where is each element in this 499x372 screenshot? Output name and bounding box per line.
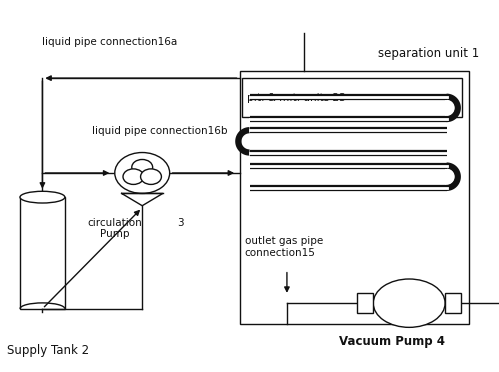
Bar (240, 71, 469, 324)
Bar (20, 197, 65, 309)
Circle shape (123, 169, 144, 185)
Bar (445, 293, 461, 313)
Bar (357, 293, 373, 313)
Text: Vacuum Pump 4: Vacuum Pump 4 (339, 335, 445, 348)
Text: outlet gas pipe
connection15: outlet gas pipe connection15 (245, 236, 323, 258)
Ellipse shape (20, 191, 65, 203)
Circle shape (141, 169, 161, 185)
Text: 3: 3 (177, 218, 184, 228)
Ellipse shape (373, 279, 445, 327)
Circle shape (132, 160, 153, 175)
Circle shape (115, 153, 170, 193)
Text: liquid pipe connection16b: liquid pipe connection16b (92, 126, 228, 136)
Bar (242, 78, 462, 117)
Text: circulation
Pump: circulation Pump (87, 218, 142, 239)
Text: liquid pipe connection16a: liquid pipe connection16a (42, 36, 178, 46)
Text: Supply Tank 2: Supply Tank 2 (7, 344, 90, 357)
Text: separation unit 1: separation unit 1 (378, 46, 479, 60)
Text: p.t. & m.t. units 23: p.t. & m.t. units 23 (247, 93, 346, 103)
